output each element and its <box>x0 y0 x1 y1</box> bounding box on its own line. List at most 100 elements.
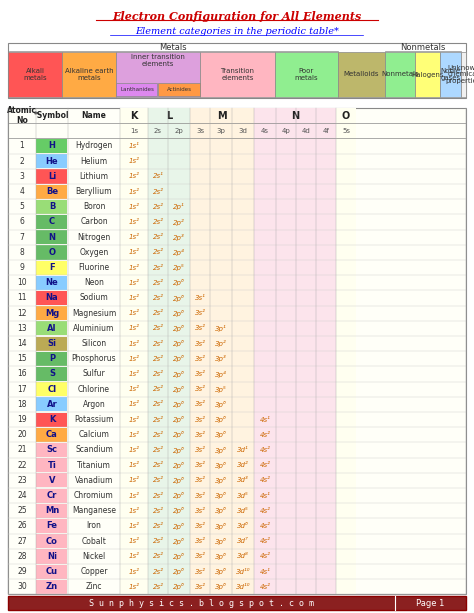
Text: 4s²: 4s² <box>260 462 271 468</box>
Text: 2p⁶: 2p⁶ <box>173 401 185 408</box>
Text: 3p⁶: 3p⁶ <box>215 553 227 560</box>
Text: O: O <box>342 110 350 121</box>
Bar <box>36 230 67 245</box>
Text: 6: 6 <box>19 218 25 226</box>
Text: elements: elements <box>142 61 174 67</box>
Text: metals: metals <box>23 75 47 81</box>
Text: 2s²: 2s² <box>153 371 164 377</box>
Text: S u n p h y s i c s . b l o g s p o t . c o m: S u n p h y s i c s . b l o g s p o t . … <box>89 598 314 607</box>
Bar <box>148 108 190 595</box>
Text: Noble: Noble <box>440 68 461 74</box>
Text: Lanthanides: Lanthanides <box>120 87 154 92</box>
Text: 2p: 2p <box>174 128 183 134</box>
Text: P: P <box>49 354 55 364</box>
Bar <box>36 337 67 351</box>
Text: 3s¹: 3s¹ <box>194 295 205 301</box>
Text: 3s²: 3s² <box>194 462 205 468</box>
Text: 2s²: 2s² <box>153 462 164 468</box>
Text: 4s¹: 4s¹ <box>260 493 271 498</box>
Text: 2s²: 2s² <box>153 326 164 332</box>
Text: Phosphorus: Phosphorus <box>72 354 116 364</box>
Bar <box>36 549 67 563</box>
Text: 3s²: 3s² <box>194 310 205 316</box>
Text: Cl: Cl <box>47 385 56 394</box>
Text: 1s²: 1s² <box>128 538 139 544</box>
Text: Hydrogen: Hydrogen <box>75 142 113 151</box>
Text: 3p: 3p <box>217 128 226 134</box>
Text: 16: 16 <box>17 370 27 378</box>
Text: Atomic
No: Atomic No <box>7 106 37 125</box>
Text: 3p⁶: 3p⁶ <box>215 416 227 423</box>
Text: 3p³: 3p³ <box>215 356 227 362</box>
Text: Page 1: Page 1 <box>416 598 445 607</box>
Text: Ne: Ne <box>46 278 58 287</box>
Text: Ca: Ca <box>46 430 58 440</box>
Text: 2s²: 2s² <box>153 189 164 194</box>
Text: 3s²: 3s² <box>194 493 205 498</box>
Text: N: N <box>291 110 299 121</box>
Text: 23: 23 <box>17 476 27 485</box>
Text: 1s²: 1s² <box>128 219 139 225</box>
Text: Ti: Ti <box>47 461 56 470</box>
Text: Zn: Zn <box>46 582 58 592</box>
Bar <box>36 200 67 214</box>
Text: 3d⁸: 3d⁸ <box>237 554 249 560</box>
Text: Co: Co <box>46 537 58 546</box>
Bar <box>36 154 67 169</box>
Text: Cu: Cu <box>46 567 58 576</box>
Bar <box>336 108 356 595</box>
Text: 3p⁶: 3p⁶ <box>215 446 227 454</box>
Bar <box>36 321 67 335</box>
Text: Na: Na <box>46 294 58 302</box>
Bar <box>275 52 338 97</box>
Text: 2s²: 2s² <box>153 280 164 286</box>
Bar <box>36 519 67 533</box>
Text: Silicon: Silicon <box>82 339 107 348</box>
Text: 1s²: 1s² <box>128 189 139 194</box>
Text: 1s²: 1s² <box>128 432 139 438</box>
Text: 3s²: 3s² <box>194 326 205 332</box>
Text: Carbon: Carbon <box>80 218 108 226</box>
Text: Metals: Metals <box>159 44 187 53</box>
Text: 2p⁶: 2p⁶ <box>173 584 185 590</box>
Text: 2s²: 2s² <box>153 234 164 240</box>
Bar <box>36 489 67 503</box>
Text: 2p⁶: 2p⁶ <box>173 446 185 454</box>
Text: 2s²: 2s² <box>153 356 164 362</box>
Text: Cr: Cr <box>47 491 57 500</box>
Text: 18: 18 <box>17 400 27 409</box>
Text: Oxygen: Oxygen <box>79 248 109 257</box>
Text: 2s²: 2s² <box>153 295 164 301</box>
Text: Potassium: Potassium <box>74 415 114 424</box>
Text: 3s²: 3s² <box>194 432 205 438</box>
Text: Cobalt: Cobalt <box>82 537 107 546</box>
Text: 12: 12 <box>17 309 27 318</box>
Text: 29: 29 <box>17 567 27 576</box>
Text: Si: Si <box>47 339 56 348</box>
Text: 3p¹: 3p¹ <box>215 325 227 332</box>
Bar <box>120 108 148 595</box>
Text: Zinc: Zinc <box>86 582 102 592</box>
Text: 26: 26 <box>17 522 27 530</box>
Bar <box>116 83 157 96</box>
Text: Fe: Fe <box>46 522 57 530</box>
Bar <box>8 52 62 97</box>
Text: 3p⁶: 3p⁶ <box>215 584 227 590</box>
Text: 2s²: 2s² <box>153 204 164 210</box>
Text: Mn: Mn <box>45 506 59 516</box>
Text: Sulfur: Sulfur <box>82 370 105 378</box>
Text: 1s²: 1s² <box>128 462 139 468</box>
Text: 20: 20 <box>17 430 27 440</box>
Bar <box>8 43 466 98</box>
Text: 3s²: 3s² <box>194 447 205 453</box>
Text: 4s: 4s <box>261 128 269 134</box>
Text: 17: 17 <box>17 385 27 394</box>
Text: 2p⁶: 2p⁶ <box>173 340 185 347</box>
Text: 1s²: 1s² <box>128 295 139 301</box>
Bar <box>36 306 67 321</box>
Bar <box>254 108 336 595</box>
Bar <box>36 397 67 411</box>
Text: Alkaline earth: Alkaline earth <box>64 68 113 74</box>
Bar <box>8 108 466 595</box>
Text: Alkali: Alkali <box>26 68 45 74</box>
